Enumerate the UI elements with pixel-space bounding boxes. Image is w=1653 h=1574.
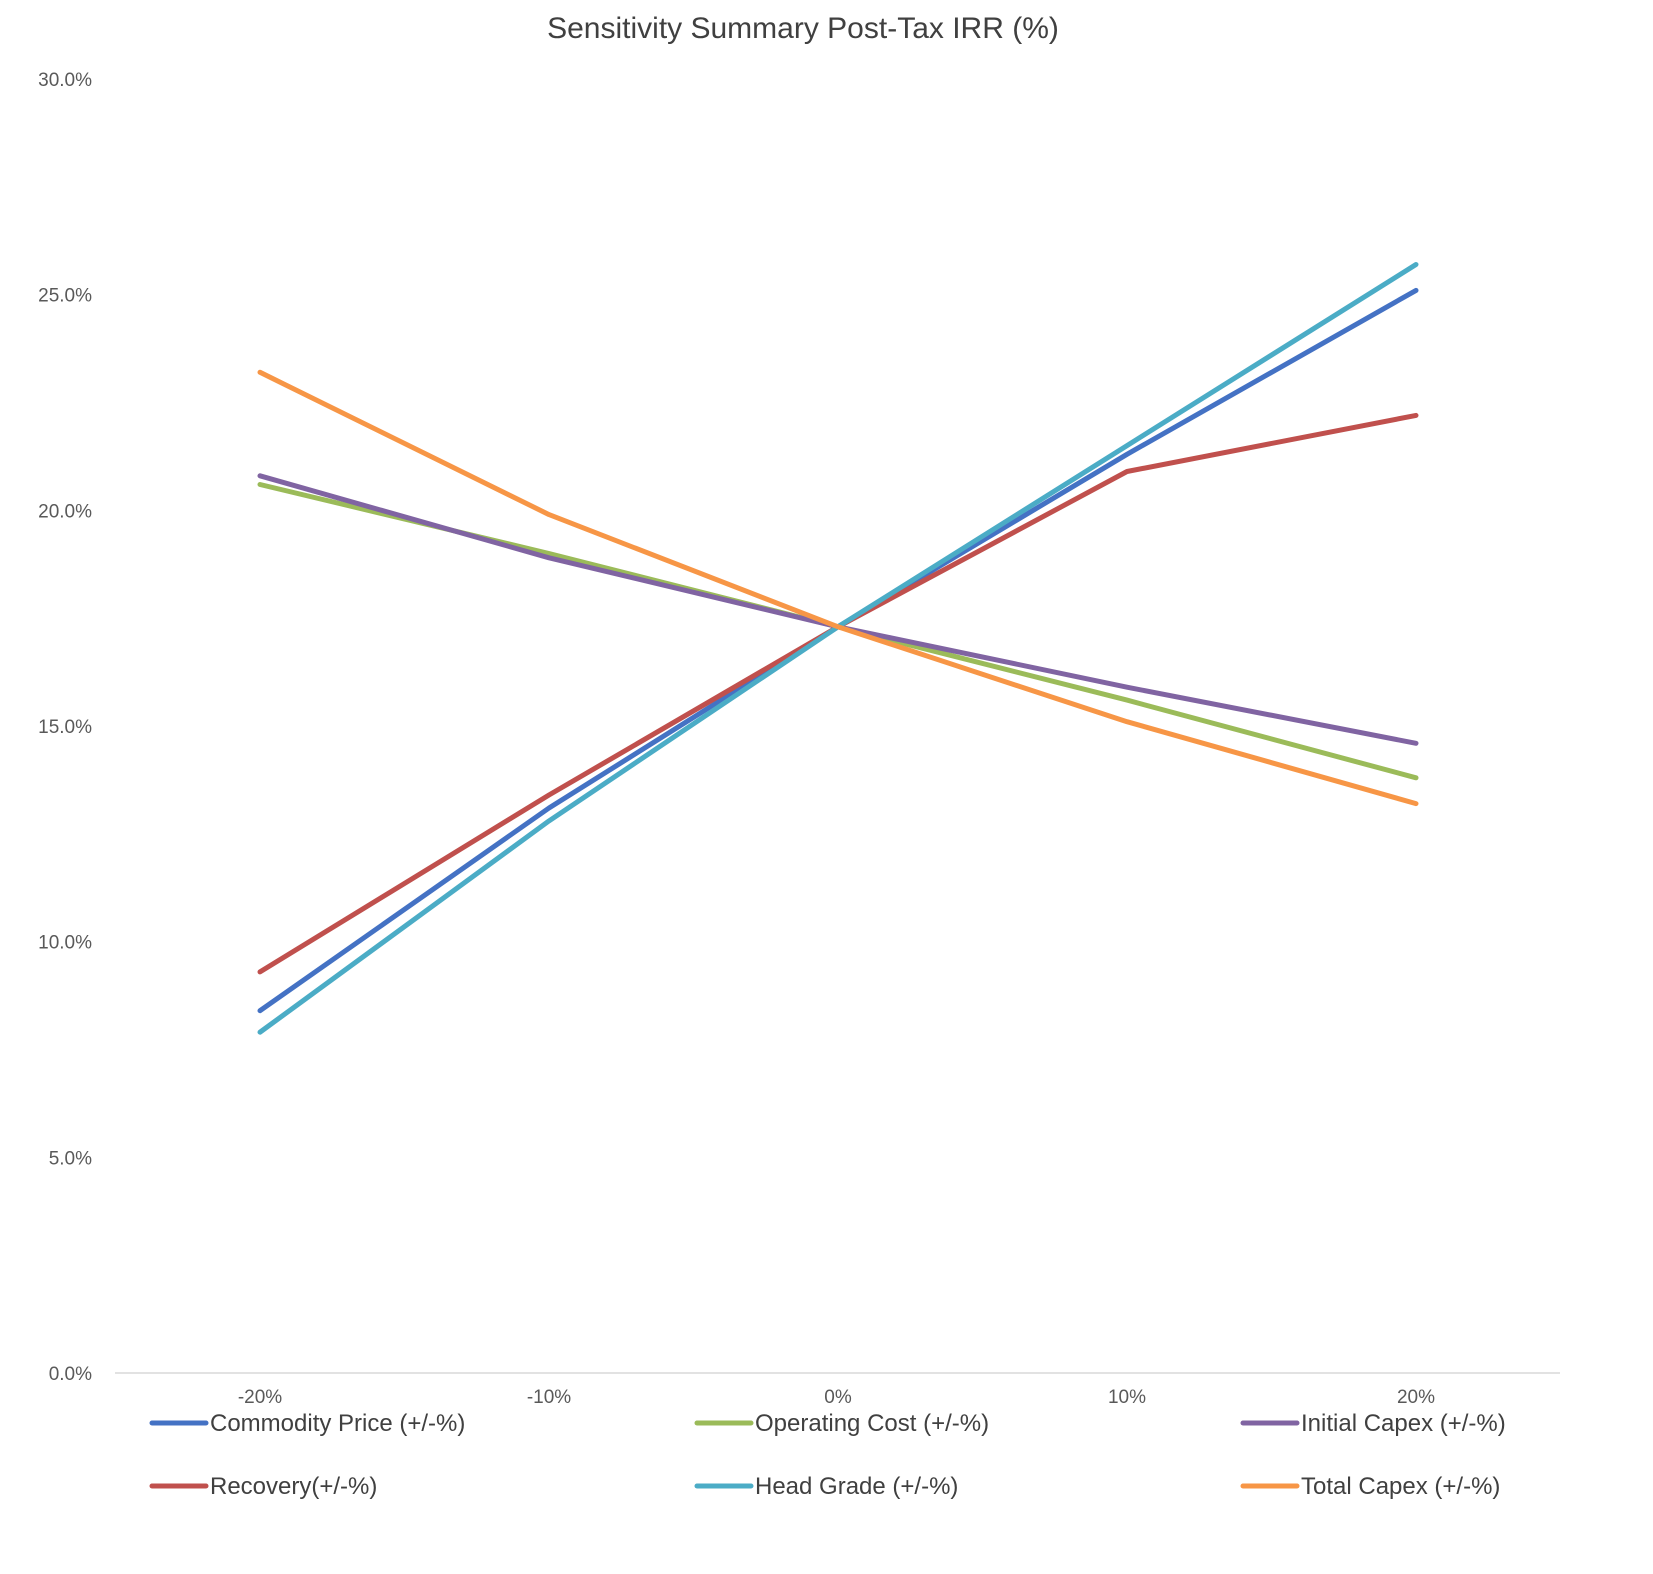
y-tick-label: 5.0% bbox=[49, 1148, 92, 1169]
series-line-4 bbox=[257, 262, 1419, 1035]
legend-item: Total Capex (+/-%) bbox=[1240, 1473, 1500, 1500]
series-lines bbox=[257, 262, 1419, 1035]
legend-item: Operating Cost (+/-%) bbox=[694, 1410, 989, 1437]
series-line-5 bbox=[257, 369, 1419, 807]
x-tick-label: 0% bbox=[824, 1387, 852, 1408]
legend-item: Head Grade (+/-%) bbox=[694, 1473, 958, 1500]
legend-label: Operating Cost (+/-%) bbox=[755, 1410, 989, 1437]
x-tick-label: 10% bbox=[1108, 1387, 1146, 1408]
y-tick-label: 15.0% bbox=[38, 717, 92, 738]
legend-label: Head Grade (+/-%) bbox=[755, 1473, 958, 1500]
y-tick-label: 20.0% bbox=[38, 501, 92, 522]
legend-item: Commodity Price (+/-%) bbox=[149, 1410, 465, 1437]
x-tick-label: 20% bbox=[1397, 1387, 1435, 1408]
series-line-1 bbox=[257, 482, 1419, 781]
legend-item: Recovery(+/-%) bbox=[149, 1473, 377, 1500]
x-tick-label: -10% bbox=[527, 1387, 571, 1408]
legend-label: Initial Capex (+/-%) bbox=[1301, 1410, 1506, 1437]
y-axis: 0.0% 5.0% 10.0% 15.0% 20.0% 25.0% 30.0% bbox=[38, 70, 92, 1385]
y-tick-label: 0.0% bbox=[49, 1364, 92, 1385]
x-tick-label: -20% bbox=[238, 1387, 282, 1408]
y-tick-label: 10.0% bbox=[38, 933, 92, 954]
y-tick-label: 30.0% bbox=[38, 70, 92, 91]
x-axis: -20% -10% 0% 10% 20% bbox=[238, 1387, 1435, 1408]
y-tick-label: 25.0% bbox=[38, 286, 92, 307]
series-line-2 bbox=[257, 473, 1419, 746]
legend-label: Recovery(+/-%) bbox=[210, 1473, 377, 1500]
legend: Commodity Price (+/-%) Operating Cost (+/… bbox=[149, 1410, 1506, 1500]
legend-label: Commodity Price (+/-%) bbox=[210, 1410, 465, 1437]
legend-item: Initial Capex (+/-%) bbox=[1240, 1410, 1506, 1437]
chart-title: Sensitivity Summary Post-Tax IRR (%) bbox=[547, 12, 1059, 45]
legend-label: Total Capex (+/-%) bbox=[1301, 1473, 1500, 1500]
